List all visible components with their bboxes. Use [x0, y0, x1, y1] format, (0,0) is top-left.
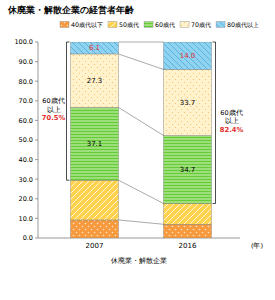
bar-segment	[164, 204, 212, 225]
y-tick	[35, 61, 38, 62]
annotation-value: 82.4%	[220, 126, 244, 134]
bar-segment	[164, 42, 212, 69]
data-label: 37.1	[87, 140, 103, 148]
bar-segment	[71, 42, 119, 54]
y-tick-label: 10.0	[19, 215, 33, 223]
data-label: 27.3	[87, 77, 103, 85]
bar-segment	[164, 224, 212, 238]
annotations: 60歳代以上70.5%60歳代以上82.4%	[42, 42, 244, 204]
x-label: 休廃業・解散企業	[111, 257, 167, 265]
legend-swatch	[216, 22, 225, 28]
y-tick-label: 70.0	[19, 97, 33, 105]
annotation-text: 60歳代	[220, 109, 242, 117]
y-tick	[35, 120, 38, 121]
connector-line	[119, 220, 164, 224]
bracket	[67, 42, 70, 180]
y-tick-label: 0.0	[23, 234, 33, 242]
annotation-value: 70.5%	[42, 114, 66, 122]
connector-line	[119, 54, 164, 69]
y-tick-label: 100.0	[14, 38, 33, 46]
bars	[71, 42, 212, 238]
y-axis: 0.0 10.0 20.0 30.0 40.0 50.0 60.0 70.0 80.0 90.0 1…	[14, 38, 240, 242]
x-unit: (年)	[251, 242, 263, 250]
bar-segment	[164, 69, 212, 135]
y-tick-label: 50.0	[19, 136, 33, 144]
legend-label: 60歳代	[155, 21, 175, 28]
y-tick	[35, 238, 38, 239]
y-tick-label: 80.0	[19, 78, 33, 86]
y-tick	[35, 100, 38, 101]
y-tick-label: 90.0	[19, 58, 33, 66]
y-tick	[35, 179, 38, 180]
legend-swatch	[144, 22, 153, 28]
bar-segment	[71, 54, 119, 108]
y-tick-label: 40.0	[19, 156, 33, 164]
legend-label: 50歳代	[119, 21, 139, 28]
legend-label: 40歳代以下	[71, 21, 103, 28]
data-labels: 37.1 27.3 6.1 34.7 33.7 14.0	[87, 44, 196, 174]
y-tick-label: 60.0	[19, 117, 33, 125]
legend: 40歳代以下 50歳代 60歳代 70歳代 80歳代以上	[60, 21, 259, 28]
title: 休廃業・解散企業の経営者年齢	[7, 5, 135, 15]
legend-swatch	[60, 22, 69, 28]
y-tick-label: 20.0	[19, 195, 33, 203]
annotation-text: 以上	[47, 106, 61, 114]
connector-line	[119, 107, 164, 135]
legend-swatch	[108, 22, 117, 28]
data-label: 14.0	[180, 52, 196, 60]
y-tick	[35, 140, 38, 141]
legend-swatch	[180, 22, 189, 28]
y-tick	[35, 198, 38, 199]
chart: 休廃業・解散企業の経営者年齢 40歳代以下 50歳代 60歳代 70歳代 80歳代以上 0.…	[0, 0, 275, 300]
y-tick	[35, 42, 38, 43]
bar-segment	[71, 220, 119, 238]
data-label: 6.1	[89, 44, 100, 52]
bracket	[213, 42, 216, 204]
data-label: 34.7	[180, 166, 196, 174]
y-tick-label: 30.0	[19, 176, 33, 184]
connectors	[119, 42, 164, 224]
x-tick-label: 2016	[179, 242, 197, 250]
y-tick	[35, 81, 38, 82]
annotation-text: 60歳代	[42, 97, 64, 105]
connector-line	[119, 42, 164, 43]
legend-label: 80歳代以上	[227, 21, 259, 28]
bar-segment	[71, 107, 119, 180]
bar-segment	[71, 180, 119, 220]
x-tick-label: 2007	[86, 242, 104, 250]
y-tick	[35, 159, 38, 160]
legend-label: 70歳代	[191, 21, 211, 28]
y-tick	[35, 218, 38, 219]
annotation-text: 以上	[225, 117, 239, 125]
bar-segment	[164, 135, 212, 203]
connector-line	[119, 180, 164, 203]
data-label: 33.7	[180, 99, 196, 107]
